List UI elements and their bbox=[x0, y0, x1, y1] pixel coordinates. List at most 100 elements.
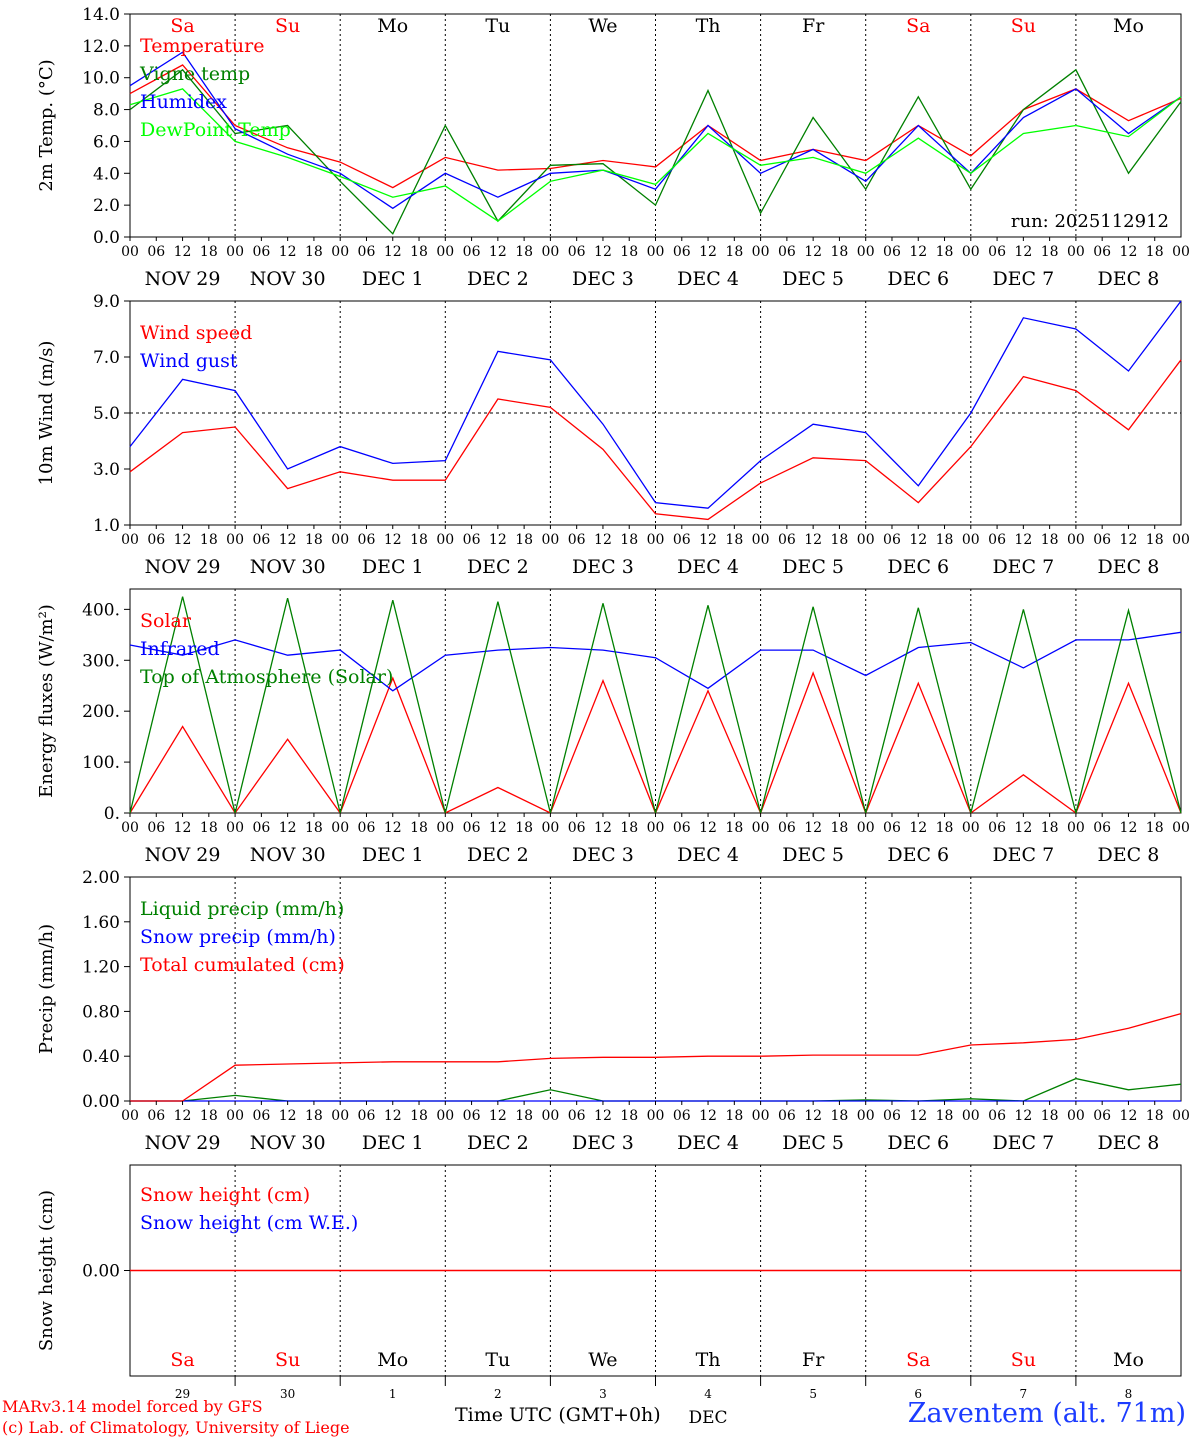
date-label: DEC 5 bbox=[782, 556, 844, 578]
hour-tick-label: 00 bbox=[1067, 820, 1085, 836]
legend-entry: Infrared bbox=[140, 638, 220, 660]
y-tick-label: 0.0 bbox=[93, 228, 120, 248]
legend-entry: Vigne temp bbox=[139, 63, 250, 85]
hour-tick-label: 06 bbox=[147, 820, 165, 836]
hour-tick-label: 00 bbox=[647, 1108, 665, 1124]
month-label: DEC bbox=[689, 1408, 728, 1428]
hour-tick-label: 00 bbox=[331, 1108, 349, 1124]
hour-tick-label: 12 bbox=[1120, 1108, 1138, 1124]
hour-tick-label: 12 bbox=[804, 244, 822, 260]
hour-tick-label: 12 bbox=[909, 532, 927, 548]
hour-tick-label: 06 bbox=[883, 244, 901, 260]
weekday-label: Fr bbox=[802, 15, 825, 37]
y-tick-label: 0.40 bbox=[82, 1047, 120, 1067]
date-label: DEC 1 bbox=[362, 556, 424, 578]
date-label: DEC 3 bbox=[572, 1132, 634, 1154]
hour-tick-label: 12 bbox=[1120, 820, 1138, 836]
date-label: DEC 3 bbox=[572, 556, 634, 578]
hour-tick-label: 06 bbox=[988, 1108, 1006, 1124]
weekday-label: Th bbox=[696, 1349, 721, 1371]
hour-tick-label: 06 bbox=[883, 820, 901, 836]
date-label: DEC 8 bbox=[1098, 556, 1160, 578]
hour-tick-label: 18 bbox=[936, 1108, 954, 1124]
hour-tick-label: 06 bbox=[568, 820, 586, 836]
date-label: DEC 5 bbox=[782, 268, 844, 290]
y-axis-label: Energy fluxes (W/m²) bbox=[36, 604, 57, 798]
weekday-label: Su bbox=[1011, 15, 1036, 37]
hour-tick-label: 12 bbox=[279, 244, 297, 260]
y-tick-label: 1.60 bbox=[82, 913, 120, 933]
y-tick-label: 0.80 bbox=[82, 1002, 120, 1022]
hour-tick-label: 18 bbox=[410, 820, 428, 836]
legend-entry: DewPoint Temp bbox=[140, 119, 291, 141]
date-label: DEC 8 bbox=[1098, 1132, 1160, 1154]
hour-tick-label: 12 bbox=[489, 532, 507, 548]
hour-tick-label: 06 bbox=[358, 532, 376, 548]
date-label: NOV 29 bbox=[145, 844, 221, 866]
y-tick-label: 2.0 bbox=[93, 196, 120, 216]
run-annotation: run: 2025112912 bbox=[1011, 211, 1169, 232]
weekday-label: Mo bbox=[1113, 1349, 1144, 1371]
hour-tick-label: 06 bbox=[358, 244, 376, 260]
hour-tick-label: 12 bbox=[174, 244, 192, 260]
day-number-label: 1 bbox=[389, 1387, 397, 1401]
date-label: DEC 7 bbox=[992, 268, 1054, 290]
hour-tick-label: 00 bbox=[226, 532, 244, 548]
y-tick-label: 3.0 bbox=[93, 460, 120, 480]
y-axis-label: 10m Wind (m/s) bbox=[36, 341, 57, 486]
hour-tick-label: 00 bbox=[1067, 532, 1085, 548]
hour-tick-label: 00 bbox=[752, 820, 770, 836]
hour-tick-label: 12 bbox=[909, 244, 927, 260]
hour-tick-label: 00 bbox=[121, 820, 139, 836]
weekday-label: We bbox=[588, 15, 617, 37]
hour-tick-label: 00 bbox=[541, 532, 559, 548]
hour-tick-label: 18 bbox=[725, 244, 743, 260]
hour-tick-label: 06 bbox=[883, 532, 901, 548]
series-line bbox=[129, 300, 1182, 509]
weekday-label: Su bbox=[1011, 1349, 1036, 1371]
y-tick-label: 100. bbox=[82, 753, 120, 773]
y-tick-label: 8.0 bbox=[93, 101, 120, 121]
hour-tick-label: 06 bbox=[883, 1108, 901, 1124]
hour-tick-label: 12 bbox=[594, 532, 612, 548]
hour-tick-label: 18 bbox=[831, 532, 849, 548]
day-number-label: 4 bbox=[704, 1387, 712, 1401]
hour-tick-label: 18 bbox=[620, 1108, 638, 1124]
hour-tick-label: 06 bbox=[463, 1108, 481, 1124]
series-line bbox=[130, 1012, 1182, 1102]
hour-tick-label: 12 bbox=[804, 1108, 822, 1124]
series-line bbox=[129, 64, 1182, 189]
date-label: NOV 29 bbox=[145, 268, 221, 290]
y-axis-label: Snow height (cm) bbox=[36, 1190, 57, 1351]
hour-tick-label: 06 bbox=[988, 820, 1006, 836]
y-tick-label: 12.0 bbox=[82, 37, 120, 57]
hour-tick-label: 00 bbox=[752, 532, 770, 548]
day-number-label: 7 bbox=[1020, 1387, 1028, 1401]
hour-tick-label: 00 bbox=[752, 1108, 770, 1124]
hour-tick-label: 12 bbox=[279, 532, 297, 548]
hour-tick-label: 12 bbox=[384, 1108, 402, 1124]
date-label: DEC 6 bbox=[887, 1132, 949, 1154]
date-label: DEC 2 bbox=[467, 556, 529, 578]
date-label: DEC 6 bbox=[887, 844, 949, 866]
weekday-label: We bbox=[588, 1349, 617, 1371]
hour-tick-label: 18 bbox=[305, 532, 323, 548]
y-tick-label: 5.0 bbox=[93, 404, 120, 424]
hour-tick-label: 18 bbox=[725, 820, 743, 836]
date-label: DEC 1 bbox=[362, 1132, 424, 1154]
hour-tick-label: 12 bbox=[909, 820, 927, 836]
hour-tick-label: 18 bbox=[1041, 820, 1059, 836]
hour-tick-label: 12 bbox=[804, 820, 822, 836]
time-axis-label: Time UTC (GMT+0h) bbox=[455, 1404, 661, 1426]
hour-tick-label: 18 bbox=[620, 532, 638, 548]
hour-tick-label: 18 bbox=[1041, 244, 1059, 260]
hour-tick-label: 18 bbox=[620, 244, 638, 260]
hour-tick-label: 06 bbox=[568, 1108, 586, 1124]
hour-tick-label: 00 bbox=[1067, 1108, 1085, 1124]
hour-tick-label: 18 bbox=[200, 532, 218, 548]
hour-tick-label: 00 bbox=[1067, 244, 1085, 260]
legend-entry: Humidex bbox=[140, 91, 227, 113]
legend-entry: Total cumulated (cm) bbox=[140, 954, 345, 976]
hour-tick-label: 06 bbox=[673, 820, 691, 836]
